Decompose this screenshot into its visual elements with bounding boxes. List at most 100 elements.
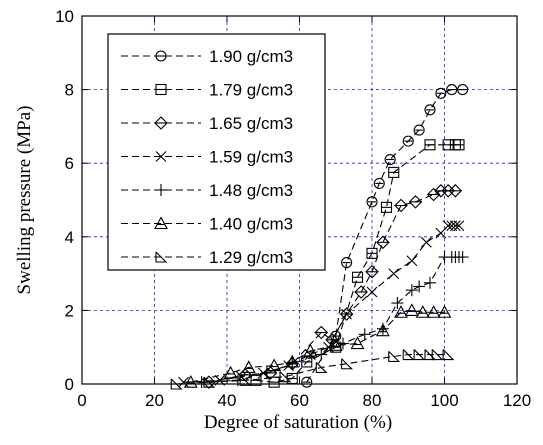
data-point xyxy=(178,376,189,388)
x-tick-label: 40 xyxy=(218,391,237,410)
data-point xyxy=(241,360,256,373)
data-point xyxy=(404,303,419,316)
data-point xyxy=(285,354,300,368)
data-point xyxy=(223,365,238,379)
legend-entry: 1.59 g/cm3 xyxy=(121,148,293,167)
x-axis-label: Degree of saturation (%) xyxy=(204,412,392,433)
data-point xyxy=(424,349,437,361)
data-point xyxy=(366,196,378,208)
data-point xyxy=(303,343,318,357)
data-point xyxy=(448,184,463,198)
y-tick-label: 8 xyxy=(65,81,74,100)
data-point xyxy=(388,166,400,178)
data-point xyxy=(366,286,378,298)
legend-marker xyxy=(155,50,167,62)
series-line xyxy=(201,256,463,383)
series xyxy=(195,251,469,389)
data-point xyxy=(260,366,273,379)
data-point xyxy=(426,305,441,318)
legend-entry: 1.65 g/cm3 xyxy=(121,114,293,133)
legend: 1.90 g/cm3 1.79 g/cm3 1.65 g/cm3 1.59 g/cm3… xyxy=(107,33,326,271)
axes: 0 20 40 60 80 100 120 0 2 4 6 8 10 xyxy=(55,7,531,410)
data-point xyxy=(420,236,432,248)
data-point xyxy=(402,349,415,361)
data-point xyxy=(402,135,414,147)
data-point xyxy=(388,351,401,362)
data-point xyxy=(406,255,418,267)
data-point xyxy=(437,305,452,318)
y-tick-label: 10 xyxy=(55,7,74,26)
data-point xyxy=(358,328,371,341)
data-point xyxy=(268,376,280,388)
legend-entry: 1.48 g/cm3 xyxy=(121,181,293,200)
data-point xyxy=(341,358,353,370)
y-tick-label: 2 xyxy=(65,301,74,320)
legend-entry: 1.79 g/cm3 xyxy=(121,81,293,100)
data-point xyxy=(408,195,423,209)
x-tick-label: 80 xyxy=(363,391,382,410)
data-point xyxy=(315,362,328,373)
data-point xyxy=(376,235,390,250)
x-tick-label: 0 xyxy=(77,391,86,410)
data-point xyxy=(394,198,408,213)
data-point xyxy=(435,87,447,99)
legend-label: 1.90 g/cm3 xyxy=(209,47,293,66)
series-line xyxy=(176,354,449,385)
data-point xyxy=(388,268,400,279)
data-point xyxy=(239,374,252,386)
legend-marker xyxy=(155,83,167,96)
series-line xyxy=(306,89,463,383)
series xyxy=(301,84,469,388)
data-point xyxy=(350,336,365,350)
data-point xyxy=(267,358,282,372)
data-point xyxy=(328,338,343,351)
data-point xyxy=(413,280,426,293)
data-point xyxy=(384,153,396,166)
data-point xyxy=(391,297,404,310)
legend-marker xyxy=(155,251,168,263)
data-point xyxy=(424,104,436,116)
legend-label: 1.59 g/cm3 xyxy=(209,148,293,167)
data-point xyxy=(394,305,408,318)
data-point xyxy=(424,276,436,289)
data-point xyxy=(457,84,469,96)
legend-label: 1.79 g/cm3 xyxy=(209,81,293,100)
data-point xyxy=(431,349,444,361)
data-point xyxy=(405,284,418,297)
legend-label: 1.65 g/cm3 xyxy=(209,114,293,133)
series xyxy=(183,303,452,388)
data-point xyxy=(365,264,379,279)
legend-box xyxy=(107,33,326,271)
data-point xyxy=(354,285,368,299)
data-point xyxy=(341,308,353,320)
data-point xyxy=(456,251,469,264)
legend-marker xyxy=(154,116,168,130)
data-point xyxy=(426,187,441,202)
x-tick-label: 60 xyxy=(290,391,309,410)
y-axis-label: Swelling pressure (MPa) xyxy=(14,106,35,295)
series-line xyxy=(190,309,445,383)
data-point xyxy=(330,330,342,342)
data-point xyxy=(413,349,426,361)
legend-marker xyxy=(154,216,168,230)
data-point xyxy=(375,323,390,337)
data-point xyxy=(314,325,329,340)
series xyxy=(170,349,455,390)
series-layer xyxy=(170,84,469,390)
data-point xyxy=(279,371,292,383)
data-point xyxy=(446,84,458,96)
x-tick-label: 120 xyxy=(503,391,531,410)
x-tick-label: 100 xyxy=(430,391,458,410)
data-point xyxy=(380,201,393,213)
data-point xyxy=(203,376,216,388)
y-tick-label: 4 xyxy=(65,228,74,247)
data-point xyxy=(413,124,425,136)
plot-frame xyxy=(81,15,518,385)
legend-label: 1.29 g/cm3 xyxy=(209,248,293,267)
data-point xyxy=(315,348,328,361)
data-point xyxy=(337,337,349,350)
x-tick-label: 20 xyxy=(145,391,164,410)
y-tick-label: 0 xyxy=(65,375,74,394)
